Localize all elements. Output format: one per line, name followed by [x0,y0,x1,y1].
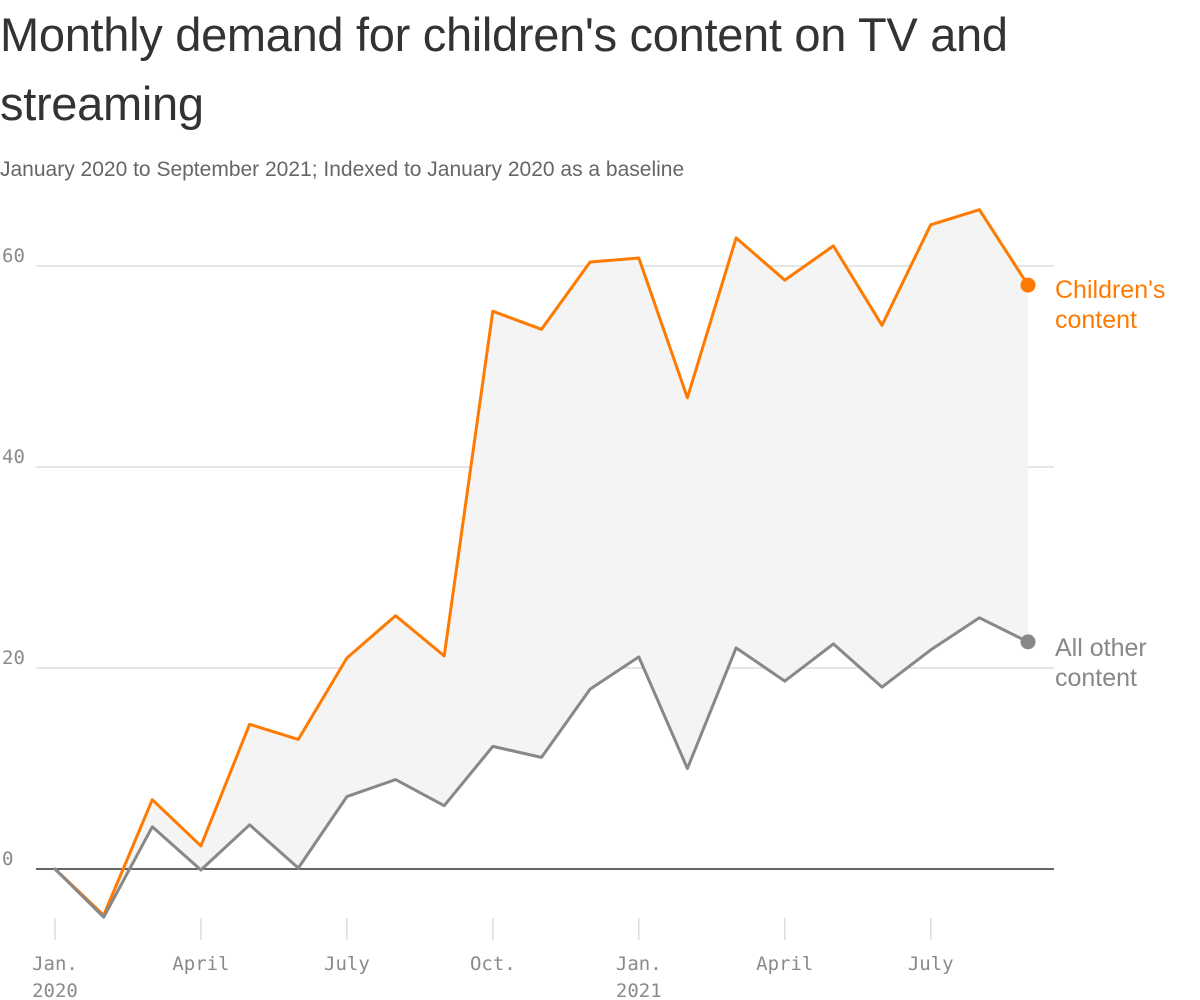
series-1-end-dot [1020,277,1036,293]
x-axis: Jan. 2020 April July Oct. Jan. 2021 April July [32,918,954,1000]
y-tick-label-20: 20 [2,647,25,669]
x-tick-label-2020-04-line1: April [172,953,229,975]
chart-title: Monthly demand for children's content on… [0,8,1008,130]
x-tick-label-2021-01-line1: Jan. [616,953,662,975]
chart-subtitle: January 2020 to September 2021; Indexed … [0,158,685,181]
series-2-end-dot [1020,634,1036,650]
series-2-label-line1: All other [1055,634,1147,662]
area-between-series [55,209,1028,918]
series-line-2 [53,616,1030,919]
x-tick-label-2020-07-line1: July [324,953,370,975]
x-tick-label-2020-01-line1: Jan. [32,953,78,975]
x-tick-label-2021-01-line2: 2021 [616,980,662,1000]
x-tick-label-2021-07-line1: July [908,953,954,975]
shaded-gap-area [55,209,1028,918]
x-tick-label-2021-04-line1: April [756,953,813,975]
y-tick-label-0: 0 [2,848,13,870]
series-2-label-line2: content [1055,664,1137,692]
y-tick-label-60: 60 [2,245,25,267]
series-lines [53,208,1036,919]
series-line-1 [53,208,1030,917]
series-1-label-line1: Children's [1055,276,1165,304]
x-tick-label-2020-10-line1: Oct. [470,953,516,975]
series-1-label-line2: content [1055,306,1137,334]
y-tick-label-40: 40 [2,446,25,468]
x-tick-label-2020-01-line2: 2020 [32,980,78,1000]
